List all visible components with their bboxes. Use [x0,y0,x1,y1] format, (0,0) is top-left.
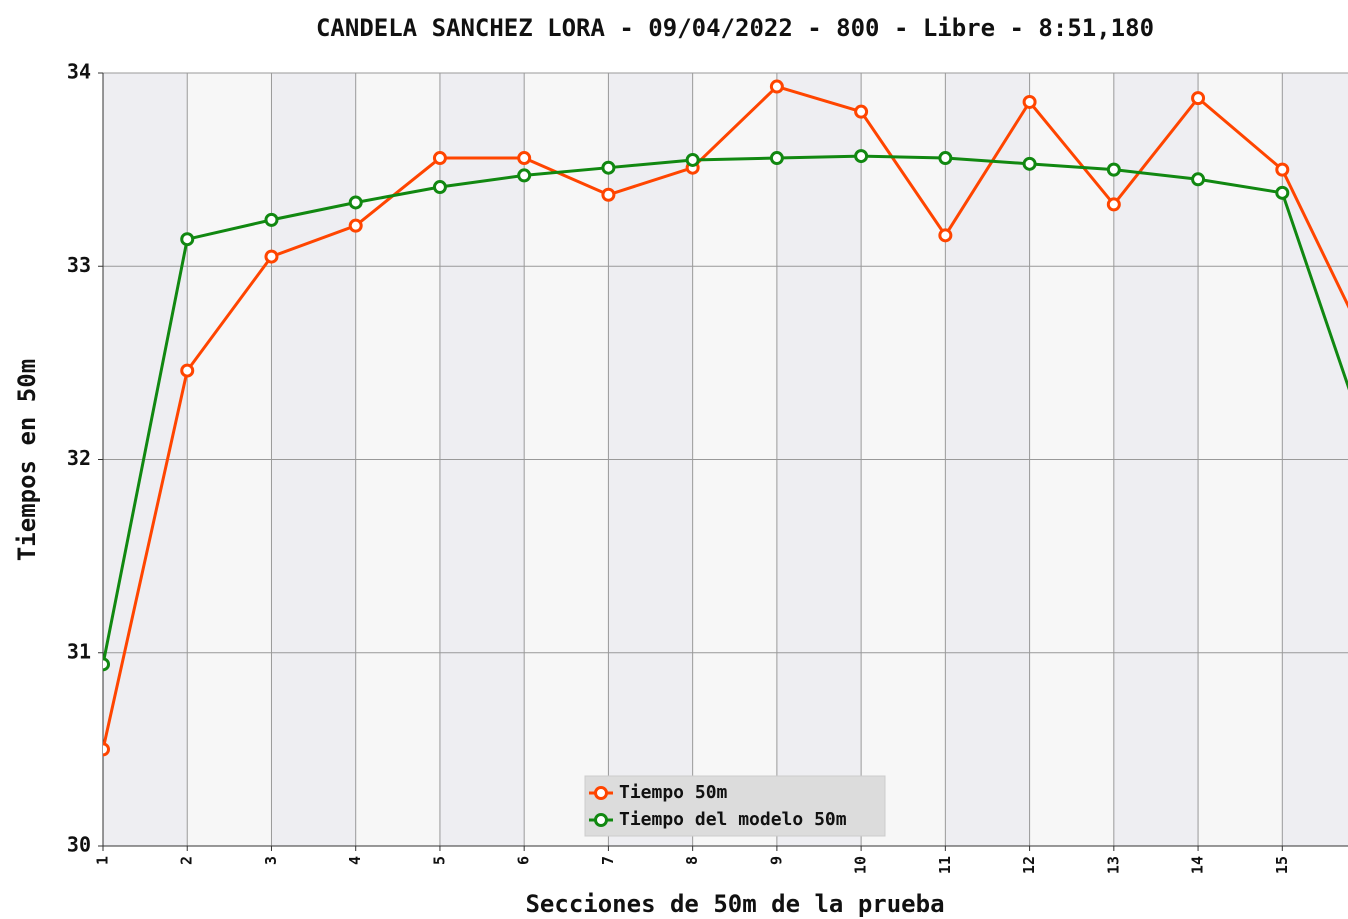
y-tick-label: 31 [67,639,91,663]
x-tick-label: 3 [262,856,280,865]
x-tick-label: 15 [1273,856,1291,874]
chart-title: CANDELA SANCHEZ LORA - 09/04/2022 - 800 … [316,14,1154,42]
data-point [517,151,532,166]
x-tick-label: 6 [515,856,533,865]
data-point [432,180,447,195]
x-tick-label: 14 [1189,856,1207,874]
plot-lines [103,79,1348,757]
x-tick-label: 5 [430,856,448,865]
x-tick-label: 10 [852,856,870,874]
data-point [103,657,110,672]
legend-marker [594,786,608,800]
data-point [769,151,784,166]
data-point [348,195,363,210]
data-point [517,168,532,183]
x-tick-label: 1 [94,856,112,865]
x-tick-label: 9 [767,856,785,865]
y-axis-label: Tiempos en 50m [13,359,41,561]
x-tick-label: 4 [346,856,364,865]
series-line [103,84,1348,750]
x-tick-label: 12 [1020,856,1038,874]
data-point [348,218,363,233]
data-point [1022,156,1037,171]
data-point [1106,162,1121,177]
data-point [432,151,447,166]
legend-label: Tiempo del modelo 50m [619,809,847,830]
y-tick-label: 34 [67,60,91,84]
data-point [1106,197,1121,212]
data-point [180,232,195,247]
legend-box [584,775,886,837]
legend-label: Tiempo 50m [619,782,728,803]
data-point [938,228,953,243]
data-point [601,160,616,175]
data-point [1191,91,1206,106]
data-point [1022,94,1037,109]
x-tick-label: 8 [683,856,701,865]
data-point [264,212,279,227]
data-point [1275,162,1290,177]
series-line [103,154,1348,665]
y-tick-label: 33 [67,253,91,277]
data-point [685,152,700,167]
y-tick-label: 30 [67,833,91,857]
legend-marker [594,813,608,827]
x-tick-label: 13 [1104,856,1122,874]
data-point [103,742,110,757]
x-tick-label: 2 [178,856,196,865]
data-point [938,151,953,166]
data-point [601,187,616,202]
data-point [180,363,195,378]
x-tick-label: 7 [599,856,617,865]
x-axis-label: Secciones de 50m de la prueba [525,890,944,918]
data-point [1275,185,1290,200]
y-tick-label: 32 [67,446,91,470]
data-point [1191,172,1206,187]
data-point [769,79,784,94]
x-tick-label: 11 [936,856,954,874]
data-point [264,249,279,264]
data-point [854,149,869,164]
data-point [854,104,869,119]
